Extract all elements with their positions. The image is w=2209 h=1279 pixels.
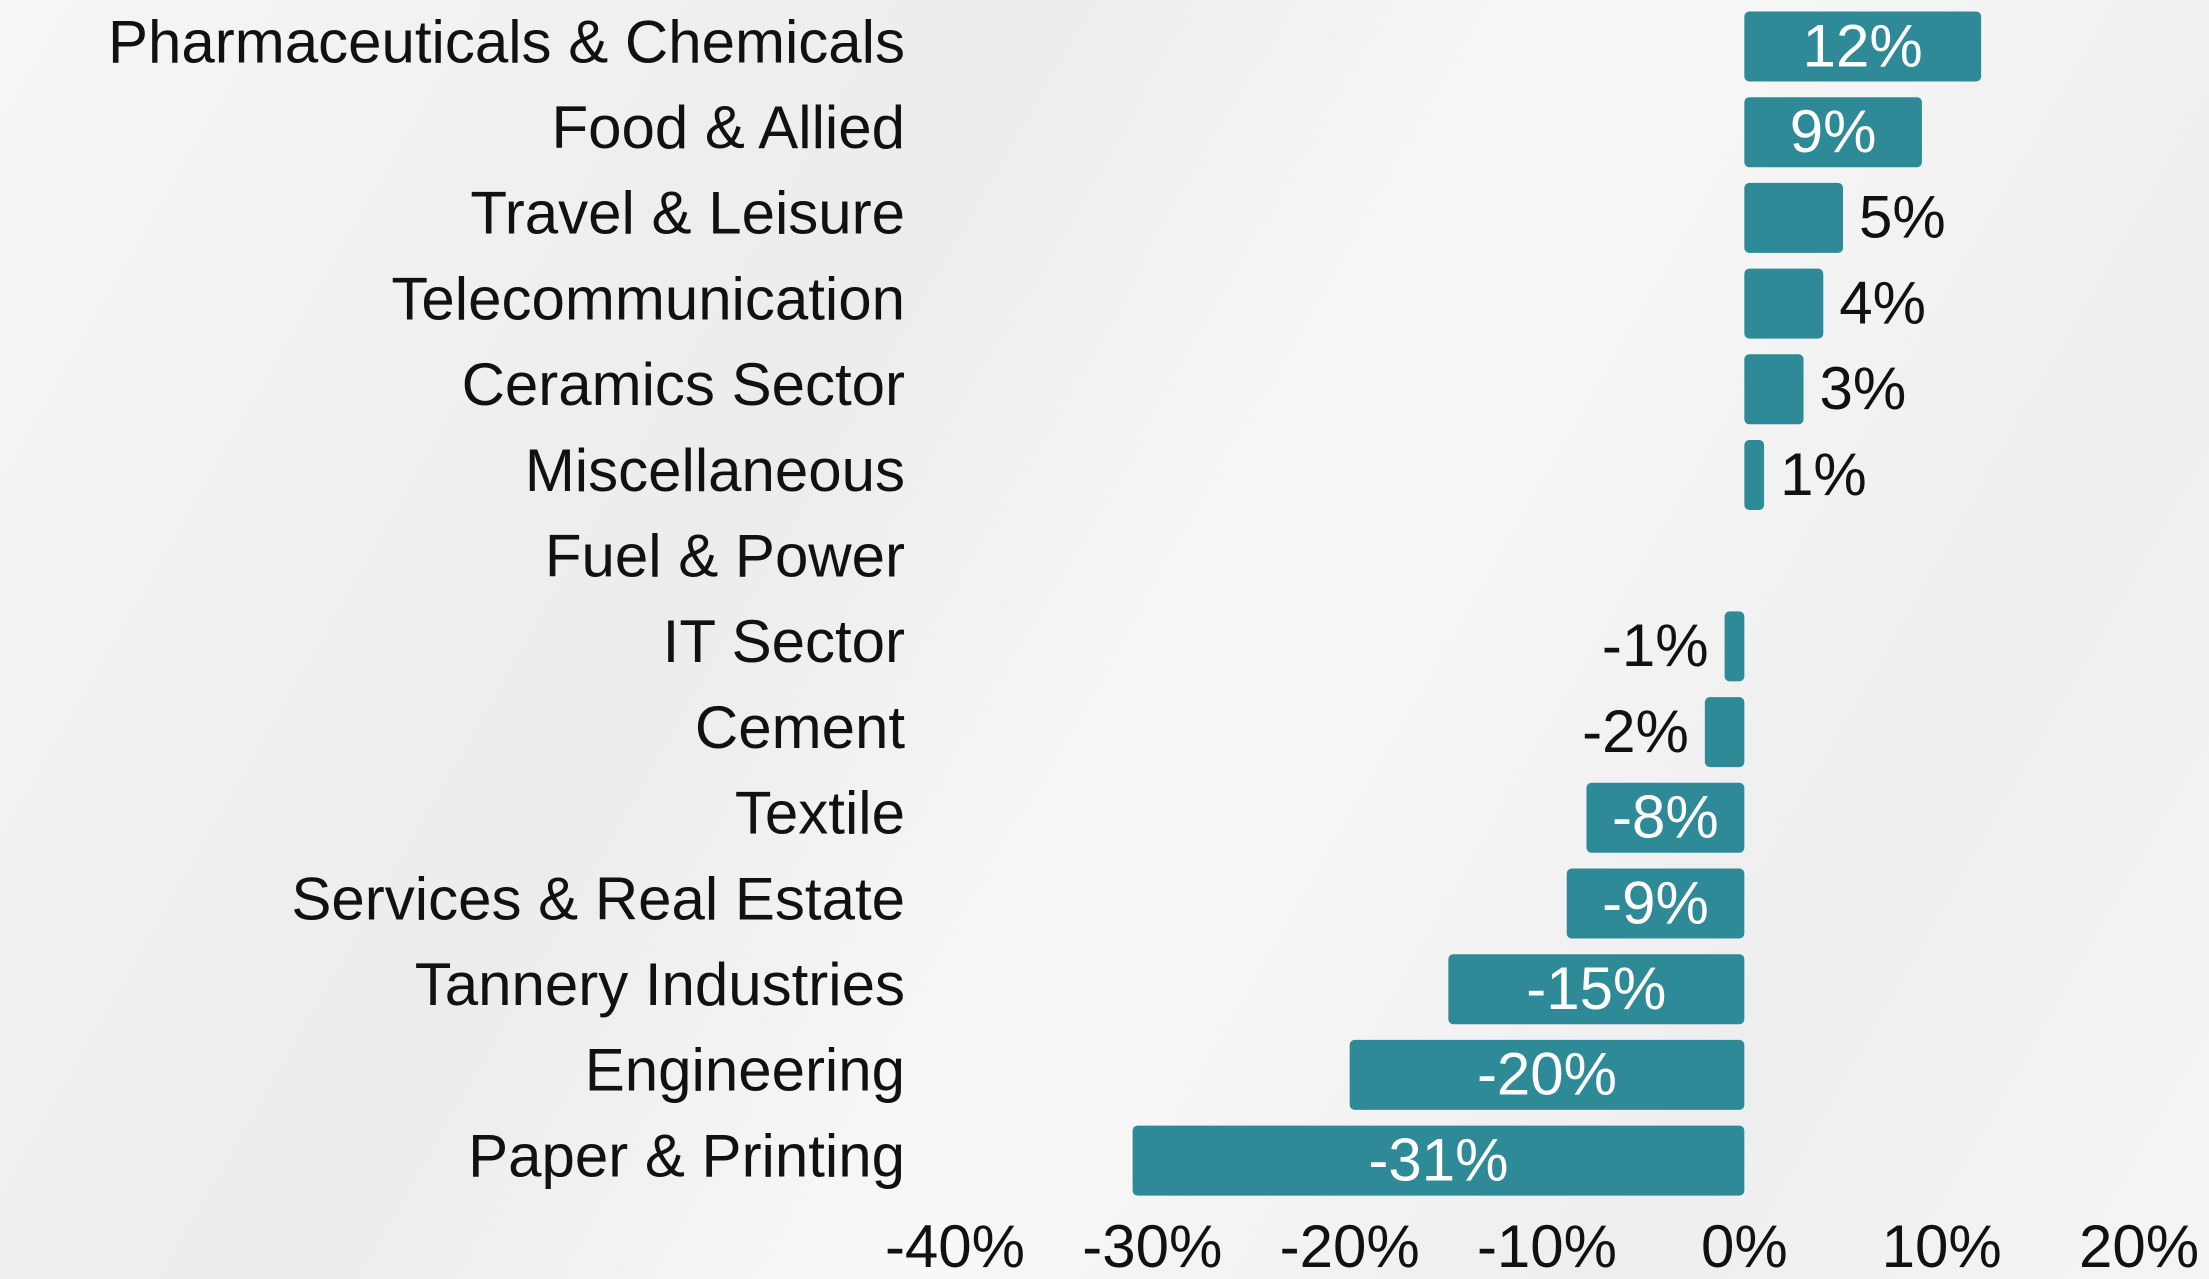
- bar: [1744, 354, 1804, 425]
- x-tick-label: -20%: [1280, 1213, 1420, 1279]
- value-label: -2%: [1582, 698, 1689, 765]
- value-label: -15%: [1526, 955, 1666, 1022]
- category-label: Services & Real Estate: [291, 865, 905, 932]
- value-label: -9%: [1602, 869, 1709, 936]
- value-label: 3%: [1820, 355, 1907, 422]
- category-label: Tannery Industries: [415, 951, 905, 1018]
- value-label: -31%: [1368, 1126, 1508, 1193]
- x-tick-label: 0%: [1701, 1213, 1788, 1279]
- bar: [1132, 1125, 1745, 1196]
- value-label: -8%: [1612, 784, 1719, 851]
- value-label: 5%: [1859, 184, 1946, 251]
- category-label: Telecommunication: [391, 265, 905, 332]
- x-tick-label: 10%: [1882, 1213, 2002, 1279]
- category-label: Pharmaceuticals & Chemicals: [108, 8, 905, 75]
- category-label: Fuel & Power: [545, 523, 905, 590]
- category-label: Food & Allied: [551, 94, 905, 161]
- bar: [1566, 868, 1745, 939]
- category-label: Miscellaneous: [525, 437, 905, 504]
- x-tick-label: 20%: [2079, 1213, 2199, 1279]
- bar: [1744, 182, 1843, 253]
- category-label: Cement: [695, 694, 905, 761]
- category-label: Engineering: [585, 1037, 905, 1104]
- value-label: 9%: [1790, 98, 1877, 165]
- x-tick-label: -40%: [885, 1213, 1025, 1279]
- bar: [1744, 97, 1922, 168]
- x-tick-label: -10%: [1477, 1213, 1617, 1279]
- category-label: Travel & Leisure: [470, 180, 905, 247]
- value-label: 1%: [1780, 441, 1867, 508]
- category-label: IT Sector: [663, 608, 905, 675]
- bar: [1586, 782, 1745, 853]
- bar: [1704, 697, 1745, 768]
- category-label: Textile: [735, 780, 905, 847]
- category-label: Ceramics Sector: [462, 351, 905, 418]
- value-label: -20%: [1477, 1041, 1617, 1108]
- value-label: -1%: [1602, 612, 1709, 679]
- bar: [1448, 954, 1745, 1025]
- bar: [1349, 1039, 1745, 1110]
- bar: [1724, 611, 1745, 682]
- bar: [1744, 440, 1765, 510]
- category-label: Paper & Printing: [468, 1122, 905, 1189]
- bar: [1744, 268, 1824, 339]
- x-tick-label: -30%: [1082, 1213, 1222, 1279]
- value-label: 12%: [1803, 12, 1923, 79]
- value-label: 4%: [1839, 269, 1926, 336]
- bar: [1744, 11, 1982, 82]
